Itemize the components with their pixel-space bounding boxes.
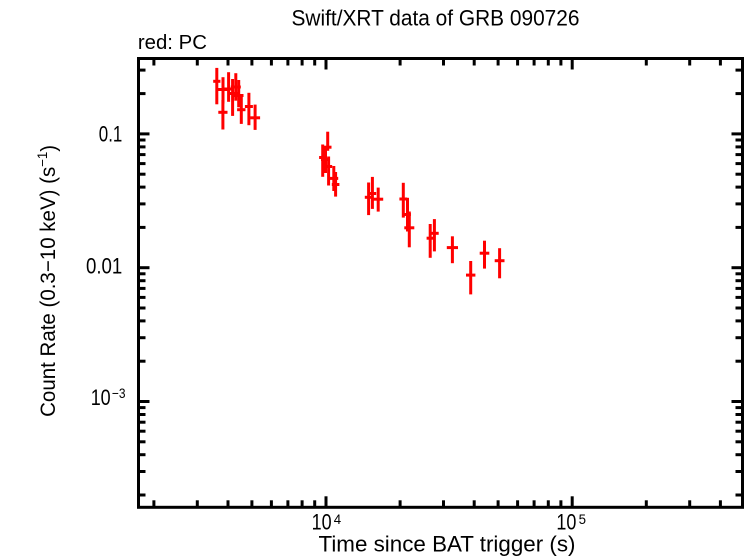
svg-text:5: 5 <box>579 511 587 527</box>
svg-text:red: PC: red: PC <box>138 31 207 54</box>
svg-text:4: 4 <box>334 511 342 527</box>
svg-text:−3: −3 <box>112 385 126 401</box>
svg-text:Time since BAT trigger (s): Time since BAT trigger (s) <box>319 531 576 556</box>
svg-text:10: 10 <box>91 385 111 410</box>
svg-text:Swift/XRT data of GRB 090726: Swift/XRT data of GRB 090726 <box>292 5 580 30</box>
svg-text:Count Rate (0.3−10 keV) (s−1): Count Rate (0.3−10 keV) (s−1) <box>35 145 60 417</box>
svg-text:10: 10 <box>312 510 332 535</box>
svg-text:0.1: 0.1 <box>99 121 123 146</box>
svg-text:10: 10 <box>556 510 576 535</box>
svg-text:0.01: 0.01 <box>86 253 122 278</box>
